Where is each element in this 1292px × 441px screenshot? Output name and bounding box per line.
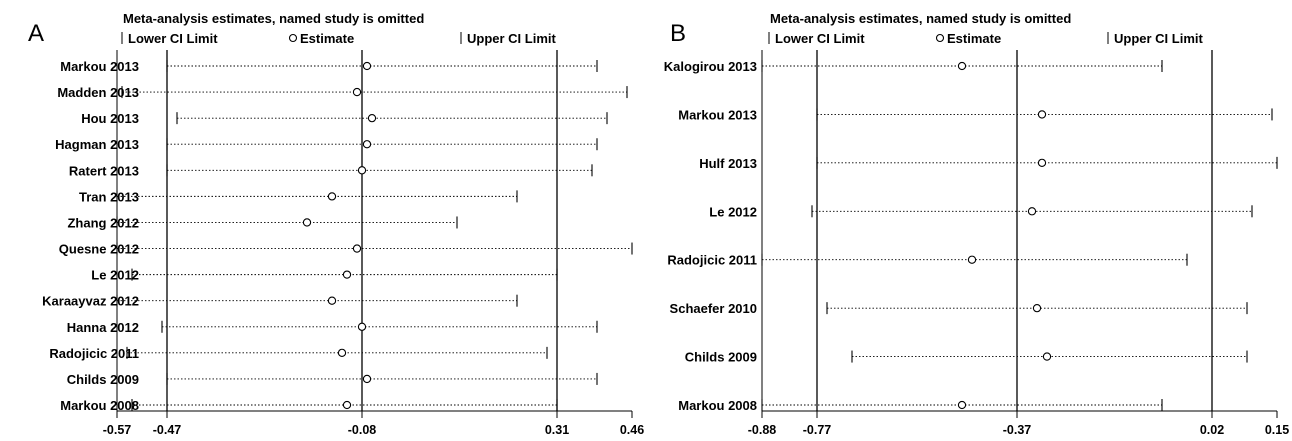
study-row: Markou 2013 [678,107,1273,122]
study-row: Hulf 2013 [699,156,1278,171]
study-label: Schaefer 2010 [670,301,757,316]
estimate-marker [357,322,367,331]
study-label: Radojicic 2011 [49,346,139,361]
estimate-marker [352,87,362,97]
estimate-marker [367,114,377,123]
study-row: Radojicic 2011 [49,346,548,361]
legend-estimate-label: Estimate [947,31,1001,46]
study-label: Markou 2008 [678,398,757,413]
study-label: Hanna 2012 [67,320,139,335]
estimate-marker [352,244,362,253]
study-label: Markou 2008 [60,398,139,413]
panel-a: A Meta-analysis estimates, named study is… [28,11,644,437]
study-label: Markou 2013 [678,107,757,122]
estimate-marker [1032,303,1042,313]
x-tick-label: -0.47 [153,423,182,437]
x-tick-label: 0.02 [1200,423,1224,437]
study-label: Hagman 2013 [55,137,139,152]
study-label: Hou 2013 [81,111,139,126]
study-row: Hanna 2012 [67,320,598,335]
study-row: Le 2012 [709,204,1253,219]
x-tick-label: -0.57 [103,423,132,437]
study-label: Tran 2013 [79,189,139,204]
estimate-marker [1042,352,1052,361]
study-row: Hagman 2013 [55,137,598,152]
estimate-marker [957,400,967,410]
legend-estimate-marker [288,33,298,43]
estimate-marker [337,348,347,357]
legend-upper-label: Upper CI Limit [1114,31,1204,46]
study-row: Ratert 2013 [69,163,593,178]
study-row: Schaefer 2010 [670,301,1248,316]
study-row: Markou 2008 [678,398,1163,413]
study-label: Le 2012 [91,268,139,283]
legend-upper-label: Upper CI Limit [467,31,557,46]
estimate-marker [1027,207,1037,216]
x-tick-label: 0.15 [1265,423,1289,437]
study-label: Madden 2013 [57,85,139,100]
x-tick-label: 0.31 [545,423,569,437]
chart-title: Meta-analysis estimates, named study is … [770,11,1071,26]
study-row: Karaayvaz 2012 [42,294,518,309]
study-row: Childs 2009 [67,372,598,387]
study-row: Le 2012 [91,268,558,283]
estimate-marker [967,255,977,264]
study-label: Karaayvaz 2012 [42,294,139,309]
estimate-marker [357,166,367,175]
study-label: Radojicic 2011 [667,253,757,268]
study-label: Hulf 2013 [699,156,757,171]
study-row: Hou 2013 [81,111,608,126]
study-label: Ratert 2013 [69,163,139,178]
estimate-marker [302,218,312,227]
estimate-marker [362,140,372,149]
estimate-marker [1037,110,1047,119]
study-row: Zhang 2012 [67,215,458,230]
estimate-marker [957,61,967,71]
x-tick-label: -0.88 [748,423,777,437]
estimate-marker [362,61,372,71]
panel-label: A [28,20,44,47]
study-label: Le 2012 [709,204,757,219]
chart-title: Meta-analysis estimates, named study is … [123,11,424,26]
study-row: Radojicic 2011 [667,253,1188,268]
study-row: Kalogirou 2013 [664,59,1163,74]
study-row: Childs 2009 [685,350,1248,365]
estimate-marker [342,400,352,410]
estimate-marker [327,296,337,305]
study-row: Quesne 2012 [59,242,633,257]
estimate-marker [327,192,337,201]
estimate-marker [362,374,372,384]
x-tick-label: -0.77 [803,423,832,437]
panel-b: B Meta-analysis estimates, named study is… [664,11,1289,437]
study-label: Markou 2013 [60,59,139,74]
legend-lower-label: Lower CI Limit [128,31,218,46]
estimate-marker [342,270,352,279]
study-label: Quesne 2012 [59,242,139,257]
x-tick-label: -0.37 [1003,423,1032,437]
study-label: Childs 2009 [67,372,139,387]
panel-label: B [670,20,686,47]
study-label: Zhang 2012 [67,215,139,230]
legend-lower-label: Lower CI Limit [775,31,865,46]
legend-estimate-marker [935,33,945,43]
study-row: Markou 2008 [60,398,558,413]
study-label: Childs 2009 [685,350,757,365]
x-tick-label: 0.46 [620,423,644,437]
study-label: Kalogirou 2013 [664,59,757,74]
study-row: Markou 2013 [60,59,598,74]
study-row: Madden 2013 [57,85,628,100]
study-row: Tran 2013 [79,189,518,204]
legend-estimate-label: Estimate [300,31,354,46]
x-tick-label: -0.08 [348,423,377,437]
estimate-marker [1037,158,1047,168]
